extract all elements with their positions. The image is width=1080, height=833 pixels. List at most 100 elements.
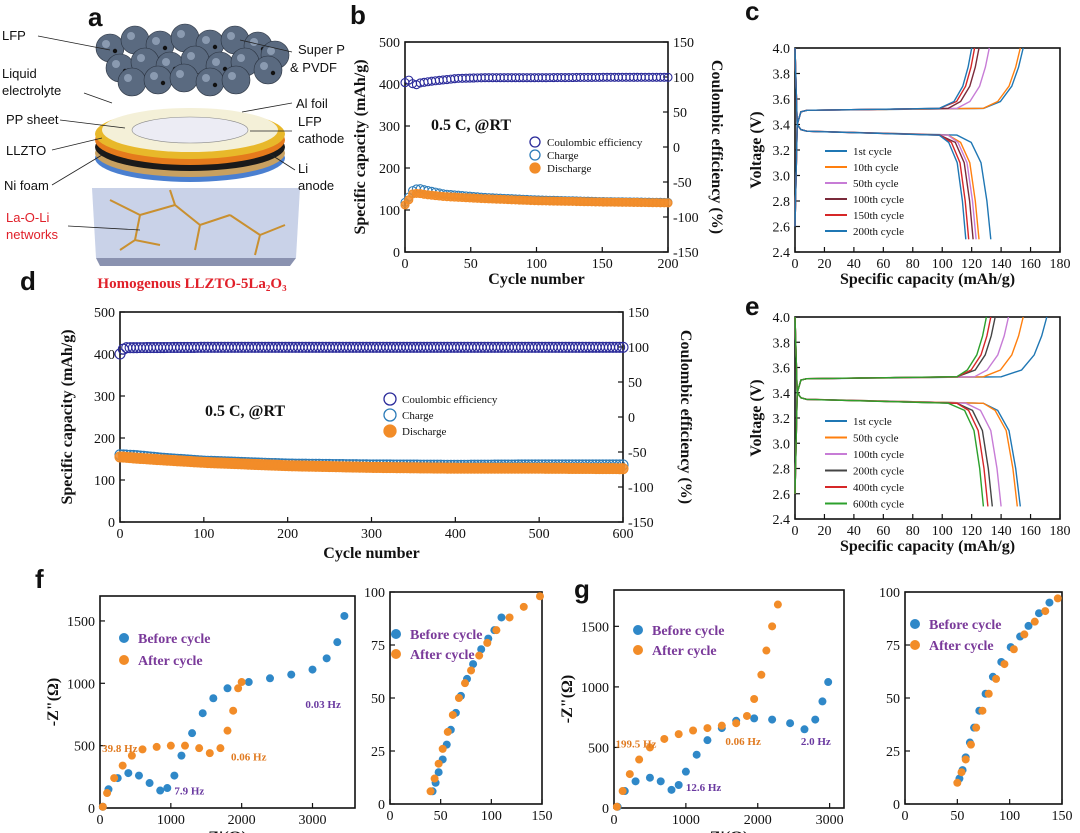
sphere-highlight [102, 40, 110, 48]
frequency-annotation: 0.06 Hz [725, 736, 761, 748]
legend-label: 1st cycle [853, 146, 892, 158]
x-tick-label: 0 [792, 257, 799, 272]
data-point-after-cycle [762, 646, 771, 655]
data-point-before-cycle [656, 777, 665, 786]
lfp-cathode-label-2: cathode [298, 131, 344, 146]
discharge-curve-600th-cycle [794, 316, 985, 507]
x-tick-label: 0 [792, 524, 799, 539]
x-tick-label: 50 [464, 257, 478, 272]
data-point-after-cycle [205, 749, 214, 758]
panel-a-letter: a [88, 2, 103, 32]
data-point-after-cycle [138, 745, 147, 754]
legend-label: Charge [547, 150, 579, 162]
la-o-li-label-1: La-O-Li [6, 210, 49, 225]
plot-frame [613, 589, 845, 809]
data-point-coulombic-efficiency [663, 72, 673, 82]
y-tick-label: 2.6 [773, 488, 791, 503]
chart-f-main: 0 1000 2000 3000 0 500 1000 1500 Z'(Ω) -Z"(Ω) f 0.0… [35, 564, 356, 833]
x-tick-label: 500 [529, 527, 550, 542]
legend-label: 100th cycle [853, 194, 904, 206]
sphere-highlight [177, 30, 185, 38]
sphere-highlight [124, 74, 132, 82]
y-tick-label: 1500 [67, 615, 95, 630]
legend-label: 200th cycle [853, 466, 904, 478]
y-tick-label: 0 [88, 802, 95, 817]
data-point-after-cycle [957, 768, 966, 777]
data-point-before-cycle [497, 613, 506, 622]
y-axis-label: Voltage (V) [748, 379, 765, 456]
data-point-before-cycle [124, 769, 133, 778]
data-point-before-cycle [340, 611, 349, 620]
y-tick-label: 300 [94, 390, 115, 405]
data-point-before-cycle [667, 785, 676, 794]
data-point-after-cycle [492, 626, 501, 635]
data-point-after-cycle [1020, 630, 1029, 639]
data-point-after-cycle [434, 759, 443, 768]
x-tick-label: 160 [1020, 257, 1041, 272]
legend-marker [391, 629, 401, 639]
legend-label: 50th cycle [853, 433, 899, 445]
sphere-highlight [212, 58, 220, 66]
legend-marker [119, 655, 129, 665]
data-point-after-cycle [467, 666, 476, 675]
electrolyte-label: electrolyte [2, 83, 61, 98]
superp-label: Super P [298, 42, 345, 57]
y-tick-label: 3.4 [773, 387, 791, 402]
legend-label: After cycle [410, 648, 475, 663]
data-point-before-cycle [287, 670, 296, 679]
y-tick-label: 2.8 [773, 195, 791, 210]
data-point-before-cycle [824, 678, 833, 687]
frequency-annotation: 2.0 Hz [801, 736, 831, 748]
data-point-after-cycle [961, 755, 970, 764]
data-point-after-cycle [152, 742, 161, 751]
frequency-annotation: 0.03 Hz [305, 699, 341, 711]
data-point-after-cycle [625, 770, 634, 779]
legend-marker [529, 136, 541, 148]
super-p-dot [160, 80, 166, 86]
x-tick-label: 140 [991, 524, 1012, 539]
cell-stack-icon [95, 108, 285, 182]
y2-tick-label: -100 [628, 481, 654, 496]
y2-tick-label: 100 [673, 71, 694, 86]
frequency-annotation: 12.6 Hz [686, 782, 722, 794]
data-point-after-cycle [110, 774, 119, 783]
y-tick-label: 3.2 [773, 412, 791, 427]
panel-letter: b [350, 0, 366, 30]
data-point-after-cycle [703, 724, 712, 733]
data-point-after-cycle [475, 651, 484, 660]
y2-tick-label: 0 [628, 411, 635, 426]
data-point-before-cycle [145, 779, 154, 788]
chart-f-inset: 0 50 100 150 0 25 50 75 100 Before cycle After cyc… [364, 586, 553, 824]
data-point-discharge [617, 463, 629, 475]
sphere-highlight [112, 60, 120, 68]
data-point-coulombic-efficiency [614, 341, 626, 353]
x-tick-label: 100 [932, 257, 953, 272]
data-point-after-cycle [972, 723, 981, 732]
data-point-before-cycle [156, 786, 165, 795]
x-tick-label: 0 [611, 813, 618, 828]
data-point-discharge [663, 198, 673, 208]
legend-label: Before cycle [929, 618, 1001, 633]
legend-label: 200th cycle [853, 226, 904, 238]
data-point-after-cycle [127, 751, 136, 760]
lfp-sphere [253, 55, 283, 85]
data-point-before-cycle [750, 714, 759, 723]
pp-sheet-label: PP sheet [6, 112, 59, 127]
data-point-after-cycle [1009, 645, 1018, 654]
y-tick-label: 50 [886, 692, 900, 707]
y-tick-label: 100 [94, 474, 115, 489]
legend-label: 100th cycle [853, 449, 904, 461]
x-tick-label: 20 [817, 524, 831, 539]
y-tick-label: 2.6 [773, 221, 791, 236]
y2-tick-label: -100 [673, 211, 699, 226]
data-point-coulombic-efficiency [659, 72, 669, 82]
data-point-after-cycle [103, 789, 112, 798]
plot-frame [99, 595, 356, 809]
panel-letter: d [20, 266, 36, 296]
discharge-curve-400th-cycle [794, 316, 989, 507]
chart-g-inset: 0 50 100 150 0 25 50 75 100 Before cycle After cyc… [879, 586, 1073, 824]
data-point-after-cycle [118, 761, 127, 770]
li-anode-label-2: anode [298, 178, 334, 193]
y2-tick-label: 100 [628, 341, 649, 356]
